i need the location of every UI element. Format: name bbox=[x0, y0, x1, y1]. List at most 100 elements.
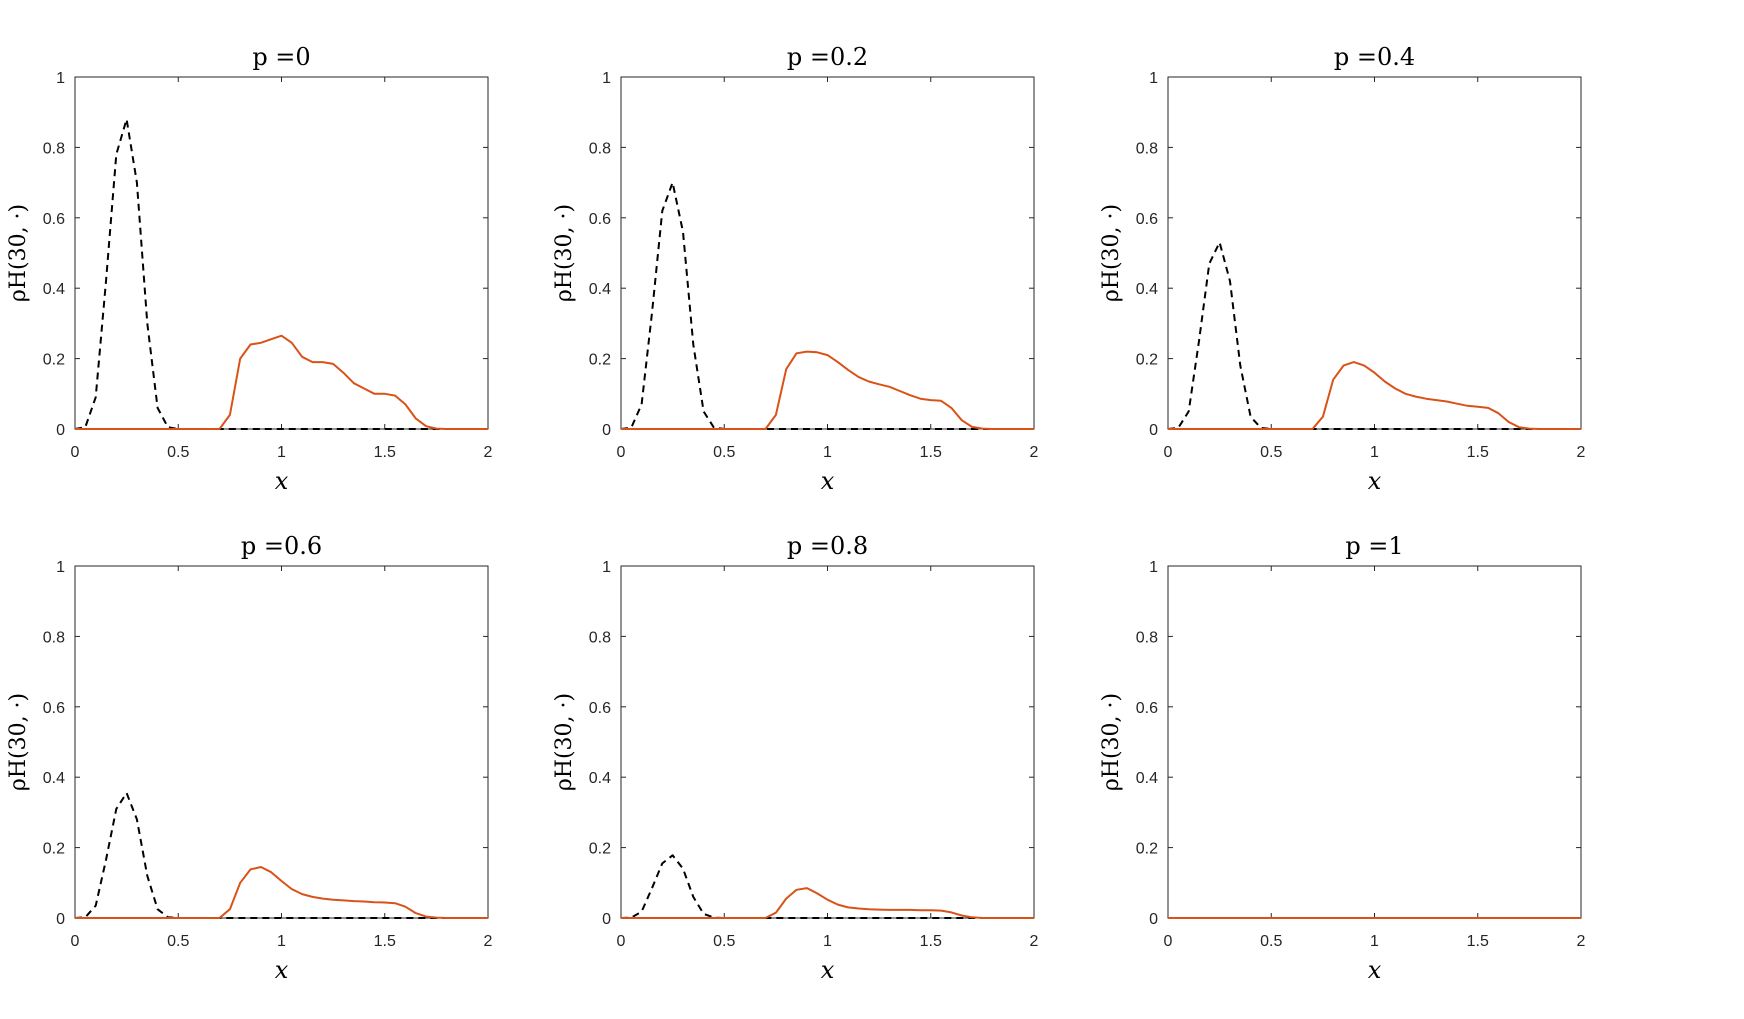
x-tick-label: 2 bbox=[1030, 933, 1039, 950]
y-tick-label: 1 bbox=[56, 70, 65, 87]
dashed-series-line bbox=[74, 118, 488, 430]
y-tick-label: 0.6 bbox=[1136, 211, 1158, 228]
x-axis-label: x bbox=[1368, 956, 1382, 984]
x-tick-label: 0.5 bbox=[1260, 444, 1282, 461]
axes-box bbox=[74, 565, 489, 919]
x-tick-label: 1.5 bbox=[374, 444, 396, 461]
x-tick-label: 1 bbox=[1370, 444, 1379, 461]
x-axis-label: x bbox=[821, 956, 835, 984]
x-tick-label: 1.5 bbox=[920, 933, 942, 950]
x-tick-label: 1 bbox=[1370, 933, 1379, 950]
y-axis-label: ρH(30, ·) bbox=[552, 204, 577, 302]
subplot-title: p =0.8 bbox=[787, 532, 868, 560]
solid-series-line bbox=[75, 866, 488, 919]
x-tick-label: 2 bbox=[1030, 444, 1039, 461]
x-tick-label: 0 bbox=[617, 444, 626, 461]
y-tick-label: 0 bbox=[1149, 911, 1158, 928]
x-tick-label: 0 bbox=[1164, 444, 1173, 461]
subplot-3: 0 0.5 1 1.5 2 0 0.2 0.4 0.6 0.8 1 p =0.4 x ρH(30, ·) bbox=[1099, 43, 1586, 495]
y-tick-label: 0.4 bbox=[1136, 770, 1158, 787]
y-tick-label: 0 bbox=[602, 911, 611, 928]
x-tick-label: 0 bbox=[71, 444, 80, 461]
x-axis-label: x bbox=[1368, 467, 1382, 495]
solid-series-line bbox=[621, 350, 1034, 430]
subplot-4: 0 0.5 1 1.5 2 0 0.2 0.4 0.6 0.8 1 p =0.6 x ρH(30, ·) bbox=[6, 532, 493, 984]
y-tick-label: 0 bbox=[56, 422, 65, 439]
y-tick-label: 0 bbox=[56, 911, 65, 928]
subplot-title: p =0 bbox=[252, 43, 310, 71]
x-tick-label: 1.5 bbox=[1467, 444, 1489, 461]
y-tick-label: 0 bbox=[602, 422, 611, 439]
y-tick-label: 0.4 bbox=[589, 770, 611, 787]
x-tick-label: 0.5 bbox=[167, 444, 189, 461]
y-tick-label: 0.2 bbox=[589, 352, 611, 369]
y-tick-label: 1 bbox=[1149, 559, 1158, 576]
x-tick-label: 0 bbox=[617, 933, 626, 950]
y-tick-label: 0.2 bbox=[43, 841, 65, 858]
y-tick-label: 0.6 bbox=[589, 700, 611, 717]
x-tick-label: 2 bbox=[484, 933, 493, 950]
y-tick-label: 0 bbox=[1149, 422, 1158, 439]
x-axis-label: x bbox=[275, 956, 289, 984]
y-tick-label: 0.6 bbox=[1136, 700, 1158, 717]
x-tick-label: 1 bbox=[823, 933, 832, 950]
x-tick-label: 2 bbox=[484, 444, 493, 461]
y-tick-label: 0.6 bbox=[43, 700, 65, 717]
x-tick-label: 1.5 bbox=[920, 444, 942, 461]
y-tick-label: 0.6 bbox=[589, 211, 611, 228]
subplot-title: p =0.4 bbox=[1334, 43, 1415, 71]
y-tick-label: 1 bbox=[56, 559, 65, 576]
x-axis-label: x bbox=[275, 467, 289, 495]
y-tick-label: 1 bbox=[1149, 70, 1158, 87]
y-tick-label: 0.2 bbox=[1136, 841, 1158, 858]
y-tick-label: 0.2 bbox=[1136, 352, 1158, 369]
y-axis-label: ρH(30, ·) bbox=[6, 204, 31, 302]
subplot-1: 0 0.5 1 1.5 2 0 0.2 0.4 0.6 0.8 1 p =0 x ρH(30, ·) bbox=[6, 43, 493, 495]
y-axis-label: ρH(30, ·) bbox=[552, 693, 577, 791]
x-tick-label: 0 bbox=[71, 933, 80, 950]
x-tick-label: 2 bbox=[1577, 933, 1586, 950]
y-axis-label: ρH(30, ·) bbox=[6, 693, 31, 791]
y-tick-label: 0.8 bbox=[589, 629, 611, 646]
subplot-2: 0 0.5 1 1.5 2 0 0.2 0.4 0.6 0.8 1 p =0.2 x ρH(30, ·) bbox=[552, 43, 1039, 495]
solid-series-line bbox=[621, 887, 1034, 919]
y-tick-label: 0.2 bbox=[43, 352, 65, 369]
x-tick-label: 0.5 bbox=[713, 933, 735, 950]
x-axis-label: x bbox=[821, 467, 835, 495]
y-tick-label: 0.8 bbox=[43, 629, 65, 646]
subplot-title: p =0.6 bbox=[241, 532, 322, 560]
y-tick-label: 0.8 bbox=[1136, 629, 1158, 646]
y-axis-label: ρH(30, ·) bbox=[1099, 693, 1124, 791]
x-tick-label: 0.5 bbox=[167, 933, 189, 950]
x-tick-label: 1 bbox=[277, 933, 286, 950]
axes-box bbox=[620, 76, 1035, 430]
y-tick-label: 0.4 bbox=[43, 770, 65, 787]
y-tick-label: 1 bbox=[602, 559, 611, 576]
y-tick-label: 0.4 bbox=[589, 281, 611, 298]
y-tick-label: 0.4 bbox=[1136, 281, 1158, 298]
x-tick-label: 0 bbox=[1164, 933, 1173, 950]
y-axis-label: ρH(30, ·) bbox=[1099, 204, 1124, 302]
x-tick-label: 1.5 bbox=[1467, 933, 1489, 950]
subplot-6: 0 0.5 1 1.5 2 0 0.2 0.4 0.6 0.8 1 p =1 x ρH(30, ·) bbox=[1099, 532, 1586, 984]
x-tick-label: 0.5 bbox=[713, 444, 735, 461]
x-tick-label: 1.5 bbox=[374, 933, 396, 950]
solid-series-line bbox=[75, 334, 488, 430]
y-tick-label: 0.6 bbox=[43, 211, 65, 228]
y-tick-label: 0.8 bbox=[1136, 140, 1158, 157]
x-tick-label: 0.5 bbox=[1260, 933, 1282, 950]
y-tick-label: 0.2 bbox=[589, 841, 611, 858]
subplot-title: p =0.2 bbox=[787, 43, 868, 71]
x-tick-label: 2 bbox=[1577, 444, 1586, 461]
solid-series-line bbox=[1168, 361, 1581, 430]
x-tick-label: 1 bbox=[823, 444, 832, 461]
axes-box bbox=[1167, 565, 1582, 919]
y-tick-label: 1 bbox=[602, 70, 611, 87]
axes-box bbox=[620, 565, 1035, 919]
y-tick-label: 0.8 bbox=[589, 140, 611, 157]
dashed-series-line bbox=[620, 854, 1034, 919]
axes-box bbox=[1167, 76, 1582, 430]
x-tick-label: 1 bbox=[277, 444, 286, 461]
y-tick-label: 0.4 bbox=[43, 281, 65, 298]
